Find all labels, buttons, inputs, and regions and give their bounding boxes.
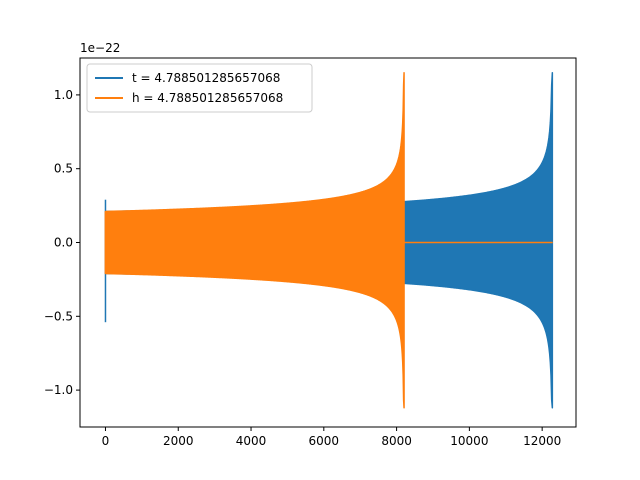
y-tick-label: −1.0: [44, 383, 73, 397]
y-tick-label: 0.0: [54, 236, 73, 250]
x-tick-label: 10000: [450, 434, 488, 448]
plot-area: [104, 72, 554, 409]
y-axis: −1.0 −0.5 0.0 0.5 1.0: [44, 88, 80, 397]
legend: t = 4.788501285657068 h = 4.7885012856570…: [86, 63, 313, 113]
series-band: [104, 72, 405, 409]
y-tick-label: 1.0: [54, 88, 73, 102]
x-tick-label: 0: [102, 434, 110, 448]
x-tick-label: 8000: [381, 434, 412, 448]
legend-box: [86, 63, 313, 113]
x-axis: 0 2000 4000 6000 8000 10000 12000: [102, 427, 561, 448]
y-tick-label: 0.5: [54, 162, 73, 176]
y-tick-label: −0.5: [44, 309, 73, 323]
y-offset-label: 1e−22: [80, 41, 120, 55]
legend-label: h = 4.788501285657068: [132, 91, 283, 105]
series-1: [104, 72, 553, 409]
legend-label: t = 4.788501285657068: [132, 71, 280, 85]
x-tick-label: 6000: [309, 434, 340, 448]
x-tick-label: 12000: [523, 434, 561, 448]
x-tick-label: 2000: [163, 434, 194, 448]
x-tick-label: 4000: [236, 434, 267, 448]
